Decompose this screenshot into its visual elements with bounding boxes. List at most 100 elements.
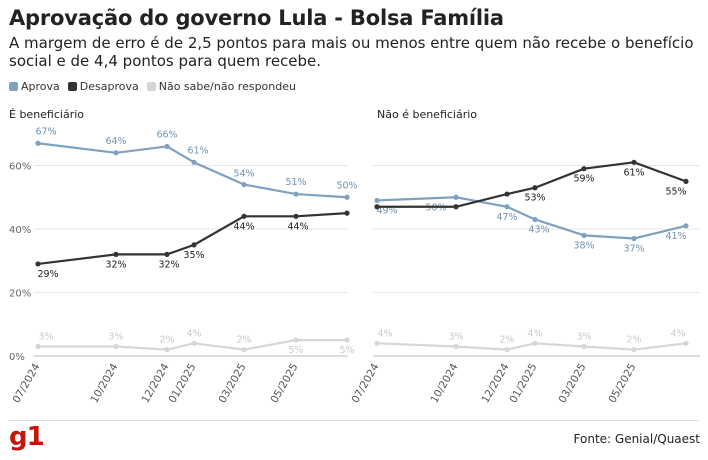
data-point-1-0-4 bbox=[581, 232, 587, 238]
data-point-0-0-1 bbox=[113, 150, 119, 156]
data-label-0-0-2: 66% bbox=[156, 129, 177, 140]
data-label-0-1-0: 29% bbox=[37, 269, 58, 280]
y-tick-label-0-3: 0% bbox=[9, 352, 25, 363]
data-point-1-1-4 bbox=[581, 166, 587, 172]
data-point-0-0-0 bbox=[35, 140, 41, 146]
footer-divider bbox=[9, 420, 699, 421]
data-point-1-2-4 bbox=[581, 343, 587, 350]
data-point-0-2-6 bbox=[344, 337, 350, 343]
data-label-0-0-6: 50% bbox=[336, 180, 357, 191]
data-point-0-0-2 bbox=[164, 143, 170, 150]
data-label-1-2-1: 3% bbox=[448, 331, 463, 342]
data-label-1-2-4: 3% bbox=[576, 331, 591, 342]
x-tick-label-0-4: 03/2025 bbox=[216, 362, 248, 406]
data-point-0-1-3 bbox=[191, 242, 197, 248]
legend-label-desaprova: Desaprova bbox=[79, 80, 139, 93]
data-point-1-0-1 bbox=[453, 194, 459, 200]
data-point-0-1-5 bbox=[293, 213, 299, 219]
data-point-1-1-1 bbox=[453, 204, 459, 210]
data-point-0-2-5 bbox=[293, 337, 299, 343]
data-label-1-2-0: 4% bbox=[377, 328, 392, 339]
data-point-1-0-6 bbox=[683, 223, 689, 229]
x-tick-label-1-0: 07/2024 bbox=[349, 361, 381, 405]
x-tick-label-0-1: 10/2024 bbox=[88, 361, 120, 405]
data-point-0-2-1 bbox=[113, 343, 119, 350]
data-label-0-2-2: 2% bbox=[159, 335, 174, 346]
chart-title: Aprovação do governo Lula - Bolsa Famíli… bbox=[9, 6, 504, 30]
data-label-1-2-2: 2% bbox=[499, 335, 514, 346]
data-label-1-1-4: 59% bbox=[573, 174, 594, 185]
data-point-1-2-1 bbox=[453, 343, 459, 350]
x-tick-label-0-5: 05/2025 bbox=[268, 362, 300, 406]
data-label-0-2-5: 5% bbox=[288, 345, 303, 356]
data-point-0-0-4 bbox=[241, 181, 247, 188]
legend-swatch-aprova bbox=[9, 82, 18, 91]
data-point-0-1-0 bbox=[35, 261, 41, 267]
chart-subtitle: A margem de erro é de 2,5 pontos para ma… bbox=[9, 34, 694, 70]
data-point-1-0-0 bbox=[374, 197, 380, 204]
data-label-0-0-0: 67% bbox=[35, 126, 56, 137]
legend-swatch-desaprova bbox=[67, 82, 77, 91]
data-label-0-1-5: 44% bbox=[287, 221, 308, 232]
data-point-0-2-3 bbox=[191, 340, 197, 346]
data-label-0-0-4: 54% bbox=[233, 169, 254, 180]
data-point-1-1-3 bbox=[532, 185, 538, 191]
data-label-1-2-3: 4% bbox=[527, 328, 542, 339]
legend-label-aprova: Aprova bbox=[21, 80, 60, 93]
data-label-1-0-6: 41% bbox=[665, 231, 686, 242]
data-label-0-0-5: 51% bbox=[285, 177, 306, 188]
data-label-1-2-6: 4% bbox=[670, 328, 685, 339]
data-label-1-2-5: 2% bbox=[626, 335, 641, 346]
data-point-1-2-5 bbox=[631, 347, 637, 353]
data-point-0-1-6 bbox=[344, 210, 350, 216]
x-tick-label-1-4: 03/2025 bbox=[556, 362, 588, 406]
data-label-0-2-4: 2% bbox=[236, 335, 251, 346]
data-point-0-2-2 bbox=[164, 347, 170, 353]
data-label-0-1-4: 44% bbox=[233, 221, 254, 232]
x-tick-label-1-5: 05/2025 bbox=[606, 362, 638, 406]
data-label-0-2-0: 3% bbox=[38, 331, 53, 342]
data-label-1-1-5: 61% bbox=[623, 167, 644, 178]
legend-item-nao-sabe: Não sabe/não respondeu bbox=[146, 80, 296, 93]
data-label-0-0-1: 64% bbox=[105, 136, 126, 147]
y-tick-label-0-2: 20% bbox=[9, 289, 31, 300]
legend-item-aprova: Aprova bbox=[9, 80, 60, 93]
data-point-0-0-6 bbox=[344, 194, 350, 200]
x-tick-label-1-3: 01/2025 bbox=[507, 362, 539, 406]
data-label-0-1-1: 32% bbox=[105, 259, 126, 270]
data-point-0-1-1 bbox=[113, 251, 119, 257]
data-point-0-1-2 bbox=[164, 251, 170, 257]
data-point-1-0-2 bbox=[504, 204, 510, 210]
legend-item-desaprova: Desaprova bbox=[67, 80, 139, 93]
data-label-0-2-3: 4% bbox=[186, 328, 201, 339]
data-label-1-0-4: 38% bbox=[573, 240, 594, 251]
data-point-1-1-0 bbox=[374, 204, 380, 210]
legend: Aprova Desaprova Não sabe/não respondeu bbox=[9, 80, 296, 93]
data-point-1-2-2 bbox=[504, 347, 510, 353]
legend-swatch-nao-sabe bbox=[146, 82, 156, 91]
data-label-0-2-6: 5% bbox=[339, 345, 354, 356]
data-point-1-0-5 bbox=[631, 235, 637, 242]
data-point-0-0-5 bbox=[293, 191, 299, 197]
data-label-1-0-3: 43% bbox=[528, 224, 549, 235]
data-point-1-0-3 bbox=[532, 216, 538, 223]
data-label-1-1-3: 53% bbox=[524, 193, 545, 204]
y-tick-label-0-1: 40% bbox=[9, 225, 31, 236]
data-label-0-1-2: 32% bbox=[158, 259, 179, 270]
data-label-0-1-3: 35% bbox=[183, 250, 204, 261]
source-note: Fonte: Genial/Quaest bbox=[573, 432, 700, 446]
x-tick-label-1-1: 10/2024 bbox=[428, 361, 460, 405]
data-label-1-1-6: 55% bbox=[665, 186, 686, 197]
data-point-1-2-6 bbox=[683, 340, 689, 346]
legend-label-nao-sabe: Não sabe/não respondeu bbox=[158, 80, 296, 93]
data-label-1-0-5: 37% bbox=[623, 244, 644, 255]
data-point-1-1-5 bbox=[631, 159, 637, 165]
data-point-1-2-3 bbox=[532, 340, 538, 346]
data-label-0-0-3: 61% bbox=[187, 145, 208, 156]
y-tick-label-0-0: 60% bbox=[9, 162, 31, 173]
data-point-1-1-6 bbox=[683, 178, 689, 184]
data-label-1-0-2: 47% bbox=[496, 212, 517, 223]
data-label-0-2-1: 3% bbox=[108, 331, 123, 342]
panel-title-1: Não é beneficiário bbox=[377, 108, 477, 121]
